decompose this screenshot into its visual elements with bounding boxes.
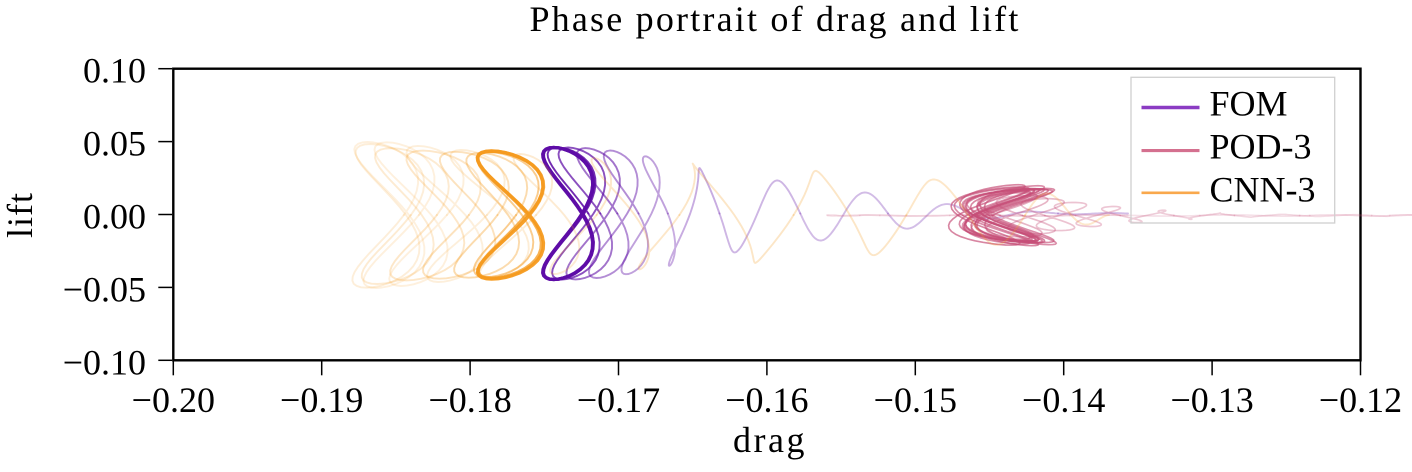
svg-text:−0.15: −0.15 bbox=[874, 380, 957, 420]
svg-text:0.10: 0.10 bbox=[83, 51, 146, 91]
svg-text:lift: lift bbox=[0, 192, 40, 238]
svg-text:−0.20: −0.20 bbox=[132, 380, 215, 420]
svg-text:−0.14: −0.14 bbox=[1022, 380, 1105, 420]
svg-text:0.00: 0.00 bbox=[83, 197, 146, 237]
svg-text:drag: drag bbox=[733, 420, 807, 460]
svg-text:−0.10: −0.10 bbox=[63, 342, 146, 382]
svg-text:−0.17: −0.17 bbox=[577, 380, 660, 420]
svg-text:Phase portrait of drag and lif: Phase portrait of drag and lift bbox=[529, 0, 1020, 39]
svg-text:−0.16: −0.16 bbox=[725, 380, 808, 420]
svg-text:0.05: 0.05 bbox=[83, 124, 146, 164]
svg-text:POD-3: POD-3 bbox=[1210, 127, 1312, 167]
svg-text:−0.12: −0.12 bbox=[1319, 380, 1402, 420]
svg-text:−0.18: −0.18 bbox=[428, 380, 511, 420]
svg-text:−0.19: −0.19 bbox=[280, 380, 363, 420]
svg-text:CNN-3: CNN-3 bbox=[1210, 170, 1316, 210]
svg-text:−0.05: −0.05 bbox=[63, 269, 146, 309]
svg-text:−0.13: −0.13 bbox=[1170, 380, 1253, 420]
svg-text:FOM: FOM bbox=[1210, 83, 1288, 123]
